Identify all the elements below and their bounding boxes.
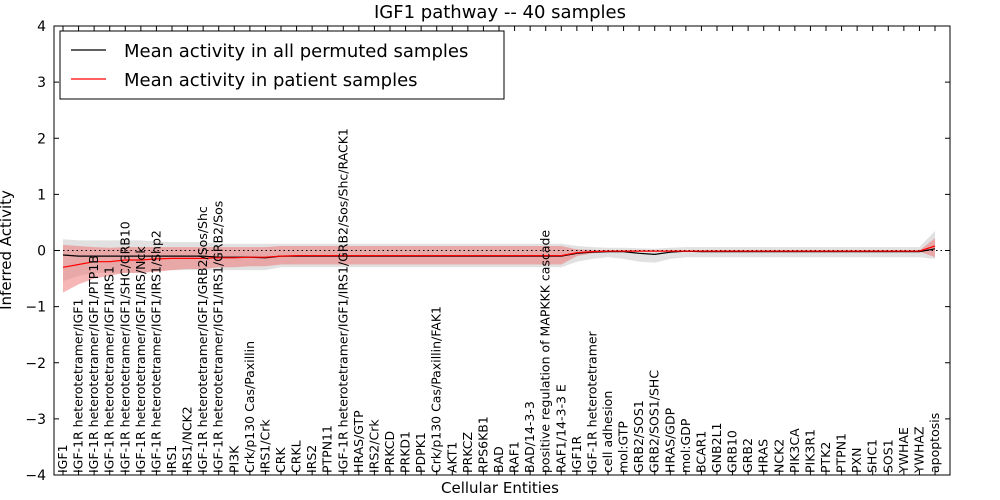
line-series-1 bbox=[62, 245, 936, 268]
x-tick-label: GRB10 bbox=[725, 430, 740, 473]
y-tick-label: 2 bbox=[37, 131, 46, 147]
x-tick-label: PDPK1 bbox=[413, 432, 428, 473]
x-tick-label: GNB2L1 bbox=[709, 423, 724, 473]
x-tick-label: positive regulation of MAPKKK cascade bbox=[538, 230, 553, 473]
x-tick-label: PIK3R1 bbox=[802, 429, 817, 473]
x-tick-label: IRS2/Crk bbox=[366, 419, 381, 473]
x-tick-label: IGF-1R heterotetramer/IGF1 bbox=[71, 299, 86, 473]
x-tick-label: AKT1 bbox=[444, 442, 459, 473]
x-tick-label: RAF1/14-3-3 E bbox=[553, 384, 568, 473]
series-lines bbox=[62, 245, 936, 268]
legend-label-patient: Mean activity in patient samples bbox=[124, 70, 418, 91]
x-tick-label: PXN bbox=[849, 448, 864, 473]
x-tick-label: NCK2 bbox=[771, 439, 786, 473]
x-tick-label: IGF-1R heterotetramer bbox=[584, 330, 599, 473]
x-tick-label: IGF-1R heterotetramer/IGF1/GRB2/Sos/Shc bbox=[195, 206, 210, 473]
legend-box bbox=[59, 30, 505, 100]
x-tick-label: BAD bbox=[491, 446, 506, 473]
x-tick-label: HRAS/GTP bbox=[351, 410, 366, 473]
y-tick-label: 4 bbox=[37, 19, 46, 35]
y-tick-label: −2 bbox=[25, 356, 46, 372]
x-tick-label: IRS1/NCK2 bbox=[180, 406, 195, 473]
x-tick-label: PRKD1 bbox=[398, 431, 413, 473]
x-tick-label: PRKCD bbox=[382, 431, 397, 473]
x-tick-label: PTPN1 bbox=[834, 433, 849, 473]
x-tick-label: PRKCZ bbox=[460, 432, 475, 473]
y-tick-label: −3 bbox=[25, 412, 46, 428]
x-tick-label: IGF-1R heterotetramer/IGF1/PTP1B bbox=[86, 255, 101, 473]
x-tick-label: mol:GTP bbox=[616, 421, 631, 473]
x-tick-label: IGF-1R heterotetramer/IGF1/IRS1/Shp2 bbox=[148, 230, 163, 473]
x-tick-label: apoptosis bbox=[927, 413, 942, 473]
x-tick-label: PI3K bbox=[226, 445, 241, 473]
y-axis-ticks: −4 −3 −2 −1 0 1 2 3 4 bbox=[25, 19, 950, 484]
x-tick-label: IGF-1R heterotetramer/IGF1/IRS/Nck bbox=[133, 246, 148, 473]
x-tick-label: PTK2 bbox=[818, 442, 833, 473]
confidence-bands bbox=[63, 230, 935, 293]
x-tick-label: PIK3CA bbox=[787, 428, 802, 473]
y-tick-label: −1 bbox=[25, 300, 46, 316]
x-tick-label: GRB2/SOS1 bbox=[631, 400, 646, 473]
x-tick-label: cell adhesion bbox=[600, 391, 615, 473]
chart-title: IGF1 pathway -- 40 samples bbox=[374, 2, 626, 23]
y-tick-label: 1 bbox=[37, 187, 46, 203]
x-axis-label: Cellular Entities bbox=[441, 479, 559, 497]
x-tick-label: BAD/14-3-3 bbox=[522, 401, 537, 473]
x-tick-label: BCAR1 bbox=[693, 431, 708, 473]
x-tick-label: GRB2 bbox=[740, 438, 755, 473]
x-tick-label: SOS1 bbox=[880, 439, 895, 473]
legend: Mean activity in all permuted samples Me… bbox=[59, 30, 505, 100]
band-series-1 bbox=[63, 238, 935, 293]
x-tick-label: RAF1 bbox=[507, 441, 522, 473]
x-tick-label: RPS6KB1 bbox=[475, 416, 490, 473]
x-tick-label: YWHAE bbox=[896, 427, 911, 474]
legend-label-permuted: Mean activity in all permuted samples bbox=[124, 41, 468, 62]
x-tick-label: IGF1R bbox=[569, 435, 584, 473]
x-tick-label: IRS1/Crk bbox=[257, 419, 272, 473]
x-tick-label: IGF-1R heterotetramer/IGF1/IRS1 bbox=[102, 266, 117, 473]
x-tick-label: IGF-1R heterotetramer/IGF1/SHC/GRB10 bbox=[117, 221, 132, 473]
x-tick-label: CRK bbox=[273, 447, 288, 473]
x-tick-label: IGF-1R heterotetramer/IGF1/IRS1/GRB2/Sos… bbox=[335, 128, 350, 473]
y-tick-label: 0 bbox=[37, 244, 46, 260]
x-tick-label: Crk/p130 Cas/Paxillin/FAK1 bbox=[429, 306, 444, 473]
x-axis-ticks: IGF1 IGF-1R heterotetramer/IGF1 IGF-1R het… bbox=[55, 26, 942, 475]
y-axis-label: Inferred Activity bbox=[0, 190, 15, 310]
x-tick-label: mol:GDP bbox=[678, 418, 693, 473]
x-tick-label: IGF-1R heterotetramer/IGF1/IRS1/GRB2/Sos bbox=[211, 201, 226, 473]
x-tick-label: Crk/p130 Cas/Paxillin bbox=[242, 341, 257, 473]
x-tick-label: GRB2/SOS1/SHC bbox=[647, 370, 662, 473]
x-tick-label: CRKL bbox=[289, 440, 304, 473]
y-tick-label: 3 bbox=[37, 75, 46, 91]
x-tick-label: SHC1 bbox=[865, 439, 880, 473]
x-tick-label: IRS1 bbox=[164, 445, 179, 473]
x-tick-label: PTPN11 bbox=[320, 425, 335, 473]
x-tick-label: IGF1 bbox=[55, 444, 70, 473]
x-tick-label: IRS2 bbox=[304, 445, 319, 473]
x-tick-label: YWHAZ bbox=[911, 426, 926, 474]
x-tick-label: HRAS/GDP bbox=[662, 407, 677, 473]
x-tick-label: HRAS bbox=[756, 439, 771, 473]
y-tick-label: −4 bbox=[25, 468, 46, 484]
